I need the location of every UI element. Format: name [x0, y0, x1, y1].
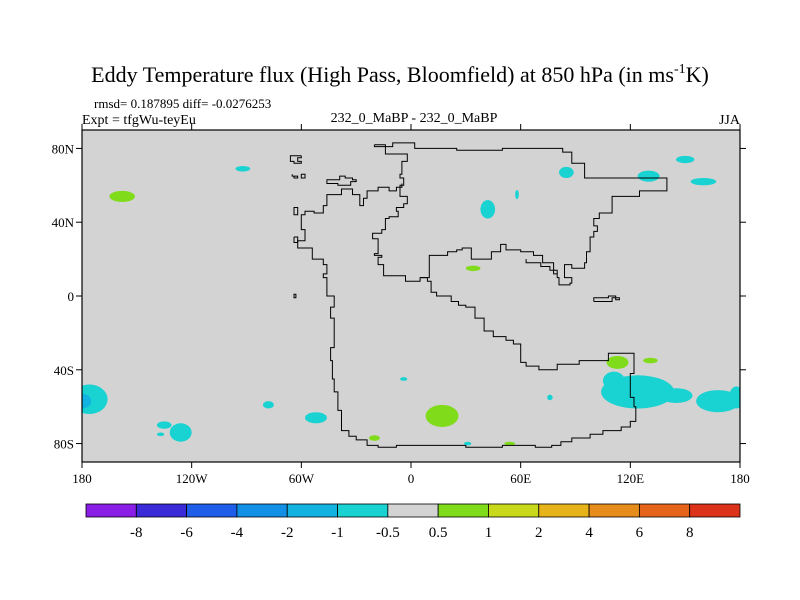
coastline-9: [525, 259, 558, 274]
case-label: 232_0_MaBP - 232_0_MaBP: [331, 111, 498, 126]
colorbar-box-10: [588, 503, 640, 518]
anomaly-patch-5: [156, 432, 165, 437]
coastline-1: [289, 155, 302, 164]
anomaly-patch-16: [515, 189, 519, 200]
y-tick-label-1: 40N: [52, 215, 75, 230]
x-tick-label-6: 180: [730, 471, 750, 486]
anomaly-patch-13: [504, 441, 516, 446]
x-tick-label-2: 60W: [289, 471, 315, 486]
coastline-layer: [289, 142, 668, 448]
colorbar-label-10: 6: [636, 525, 644, 541]
coastline-7: [293, 293, 297, 299]
colorbar-box-4: [286, 503, 338, 518]
anomaly-layer: [82, 155, 740, 446]
x-tick-label-4: 60E: [510, 471, 531, 486]
anomaly-patch-18: [637, 170, 660, 182]
y-tick-label-4: 80S: [54, 437, 74, 452]
colorbar-box-5: [337, 503, 389, 518]
colorbar-label-4: -1: [331, 525, 344, 541]
colorbar-box-8: [488, 503, 540, 518]
coastline-8: [294, 236, 637, 448]
anomaly-patch-12: [464, 441, 472, 446]
axis-layer: 180 120W 60W 0 60E 120E 180 80N 40N 0 40S 80S: [52, 124, 750, 486]
colorbar-label-9: 4: [585, 525, 593, 541]
chart-title: Eddy Temperature flux (High Pass, Bloomf…: [91, 62, 709, 87]
coastline-10: [593, 295, 620, 302]
colorbar-box-7: [437, 503, 489, 518]
anomaly-patch-15: [480, 200, 496, 219]
colorbar-box-1: [135, 503, 188, 518]
colorbar-box-9: [538, 503, 590, 518]
colorbar-box-0: [85, 503, 137, 518]
colorbar: -8 -6 -4 -2 -1 -0.5 0.5 1 2 4 6 8: [85, 503, 741, 541]
anomaly-patch-4: [156, 421, 172, 429]
coastline-5: [293, 183, 403, 243]
coastline-3: [300, 173, 306, 179]
anomaly-patch-11: [425, 404, 459, 427]
colorbar-label-6: 0.5: [429, 525, 448, 541]
anomaly-patch-14: [465, 265, 481, 272]
colorbar-label-11: 8: [686, 525, 694, 541]
y-tick-label-3: 40S: [54, 363, 74, 378]
anomaly-patch-3: [82, 393, 92, 409]
colorbar-label-2: -4: [231, 525, 244, 541]
coastline-4: [293, 207, 299, 216]
colorbar-box-3: [236, 503, 288, 518]
season-label: JJA: [719, 113, 741, 128]
y-tick-label-2: 0: [68, 289, 75, 304]
anomaly-patch-8: [304, 412, 327, 424]
anomaly-patch-21: [606, 355, 629, 369]
colorbar-label-5: -0.5: [376, 525, 400, 541]
colorbar-label-8: 2: [535, 525, 543, 541]
anomaly-patch-27: [729, 386, 740, 409]
colorbar-label-1: -6: [180, 525, 193, 541]
coastline-2: [291, 174, 299, 179]
x-tick-label-5: 120E: [617, 471, 645, 486]
anomaly-patch-20: [690, 177, 717, 186]
anomaly-patch-9: [368, 435, 380, 441]
colorbar-box-11: [638, 503, 691, 518]
anomaly-patch-22: [643, 357, 658, 364]
x-tick-label-3: 0: [408, 471, 415, 486]
colorbar-label-0: -8: [130, 525, 143, 541]
anomaly-patch-2: [82, 384, 108, 415]
anomaly-patch-25: [659, 388, 693, 403]
anomaly-patch-26: [696, 390, 740, 413]
x-tick-label-0: 180: [72, 471, 92, 486]
y-tick-label-0: 80N: [52, 141, 75, 156]
colorbar-box-2: [186, 503, 238, 518]
anomaly-patch-1: [235, 165, 251, 172]
anomaly-patch-10: [400, 377, 408, 381]
colorbar-box-12: [689, 503, 741, 518]
coastline-6: [326, 175, 357, 186]
anomaly-patch-28: [547, 394, 553, 401]
anomaly-patch-17: [559, 166, 574, 178]
colorbar-label-7: 1: [485, 525, 493, 541]
x-tick-label-1: 120W: [176, 471, 209, 486]
anomaly-patch-7: [262, 401, 274, 409]
stats-label: rmsd= 0.187895 diff= -0.0276253: [94, 96, 271, 111]
expt-label: Expt = tfgWu-teyEu: [82, 113, 196, 128]
colorbar-box-6: [387, 503, 439, 518]
colorbar-label-3: -2: [281, 525, 294, 541]
anomaly-patch-6: [169, 423, 192, 442]
coastline-0: [372, 142, 668, 286]
anomaly-patch-0: [109, 190, 136, 202]
anomaly-patch-19: [676, 155, 695, 164]
anomaly-patch-24: [601, 375, 675, 409]
